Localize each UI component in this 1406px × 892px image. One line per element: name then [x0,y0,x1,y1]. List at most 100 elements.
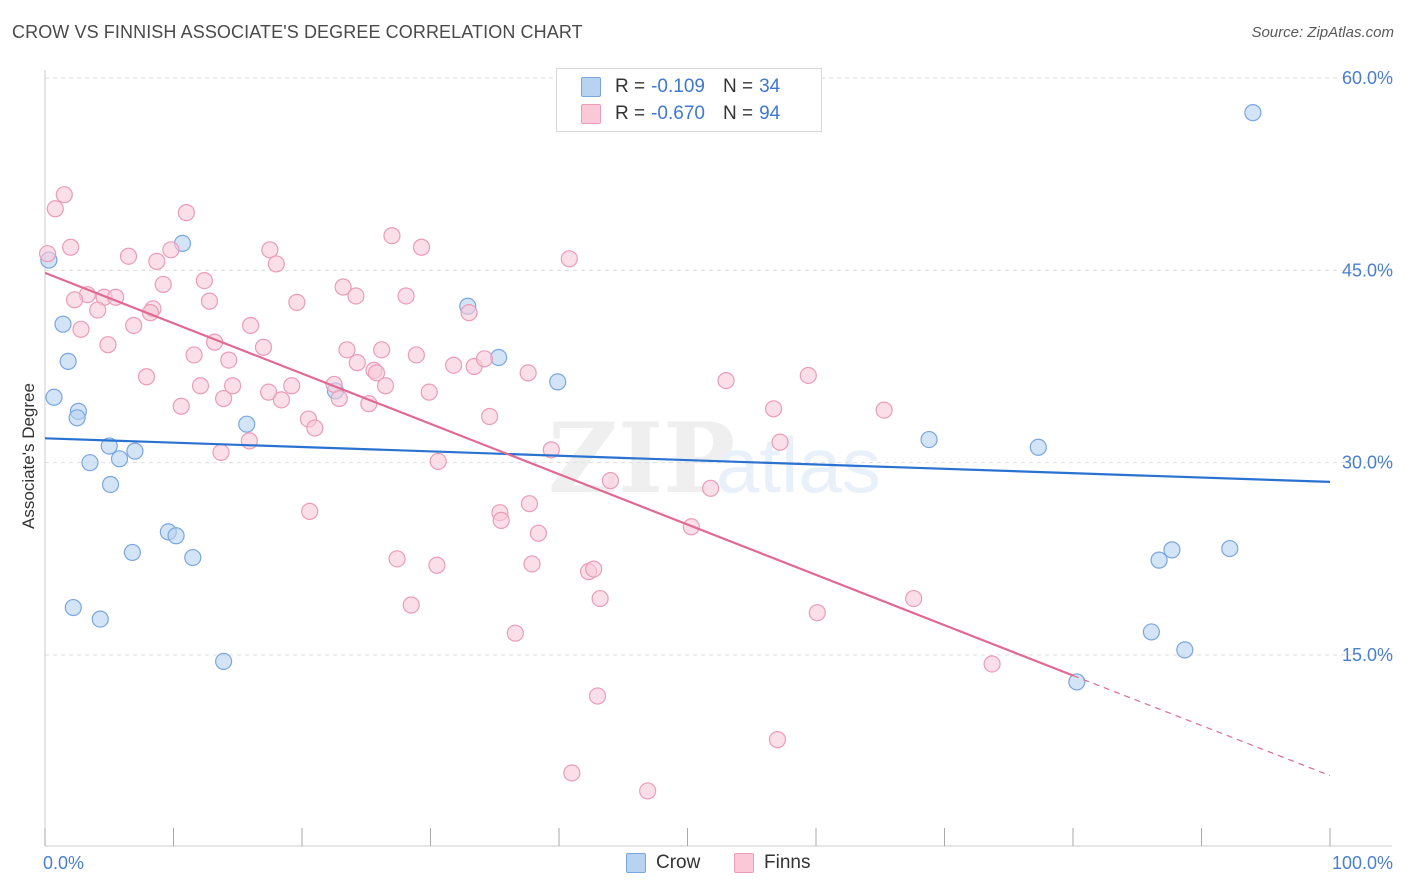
finns-point [212,443,230,462]
finns-point [162,241,180,259]
finns-point [420,383,438,401]
finns-point [89,301,107,319]
legend-r-value: -0.109 [651,76,705,97]
finns-point [588,687,607,705]
finns-point [412,238,431,256]
finns-point [542,441,560,459]
crow-point [1176,641,1194,659]
finns-point [200,292,219,310]
finns-point [875,401,893,419]
finns-trend-line [44,271,1074,677]
y-tick-label: 45.0% [1342,260,1393,280]
finns-point [254,338,273,356]
crow-point [167,527,185,545]
legend-row-crow: R = -0.109 N = 34 [581,75,780,99]
finns-point [529,524,548,542]
finns-swatch [581,104,601,124]
crow-point [100,437,118,455]
finns-point [272,391,291,409]
points-layer [38,104,1262,800]
chart-title: CROW VS FINNISH ASSOCIATE'S DEGREE CORRE… [12,22,583,42]
finns-point [99,336,117,354]
finns-point [428,556,446,574]
finns-point [267,255,285,273]
finns-point [905,589,923,608]
finns-point [402,596,420,614]
finns-point [702,479,720,497]
finns-point [195,271,213,290]
finns-point [334,278,352,296]
legend-r-value: -0.670 [651,103,705,124]
finns-point [148,252,166,270]
finns-point [224,377,242,395]
finns-point [185,346,203,364]
finns-point [172,397,190,415]
crow-swatch [626,853,646,873]
finns-point [348,354,366,372]
crow-point [490,348,508,367]
crow-point [110,450,129,468]
finns-point [460,304,478,322]
legend-n-value: 94 [759,103,781,124]
finns-point [338,341,356,359]
finns-point [301,502,319,520]
y-tick-label: 60.0% [1342,68,1393,88]
crow-point [64,598,82,617]
finns-point [330,389,348,408]
crow-point [59,352,77,370]
crow-point [68,409,86,427]
finns-point [288,293,306,311]
crow-point [1163,541,1181,559]
finns-point [46,200,64,218]
finns-point [983,655,1001,673]
crow-point [184,548,202,567]
finns-point [445,356,463,374]
finns-trend-extension [1072,674,1331,777]
finns-point [72,320,90,338]
source-label: Source: ZipAtlas.com [1251,24,1394,41]
finns-point [475,350,494,368]
finns-point [119,247,138,265]
tick-layer: 15.0% 30.0% 45.0% 60.0% 0.0% 100.0% [43,68,1393,873]
crow-point [1221,539,1239,558]
finns-point [799,366,817,385]
finns-point [373,341,391,359]
legend-row-finns: R = -0.670 N = 94 [581,102,780,126]
grid-layer [45,77,1392,656]
finns-point [388,550,406,568]
finns-point [65,291,84,309]
finns-point [429,452,447,470]
crow-point [920,430,938,449]
finns-point [220,351,238,369]
finns-point [808,604,826,622]
stats-legend: R = -0.109 N = 34 R = -0.670 N = 94 [556,68,822,132]
crow-point [1244,104,1262,122]
finns-point [137,368,156,386]
crow-point [45,388,63,406]
crow-point [123,543,141,562]
finns-point [154,275,172,294]
finns-point [125,316,143,335]
y-tick-label: 15.0% [1342,645,1393,665]
x-tick-label: 0.0% [43,853,84,873]
finns-point [347,287,365,305]
finns-point [191,377,210,395]
legend-item-finns[interactable]: Finns [734,852,810,874]
finns-point [177,204,195,222]
crow-point [126,442,144,460]
axis-layer [44,70,1392,847]
y-tick-label: 30.0% [1342,453,1393,473]
finns-point [397,287,415,305]
finns-point [585,560,603,578]
legend-finns-label: Finns [764,852,811,873]
finns-point [764,400,783,418]
finns-point [62,238,80,256]
legend-n-label: N = [722,103,754,124]
finns-point [383,227,401,245]
finns-point [283,377,301,395]
legend-item-crow[interactable]: Crow [626,852,700,874]
x-tick-label: 100.0% [1332,853,1393,873]
finns-point [768,731,787,749]
crow-point [1150,551,1168,569]
finns-point [376,377,395,395]
